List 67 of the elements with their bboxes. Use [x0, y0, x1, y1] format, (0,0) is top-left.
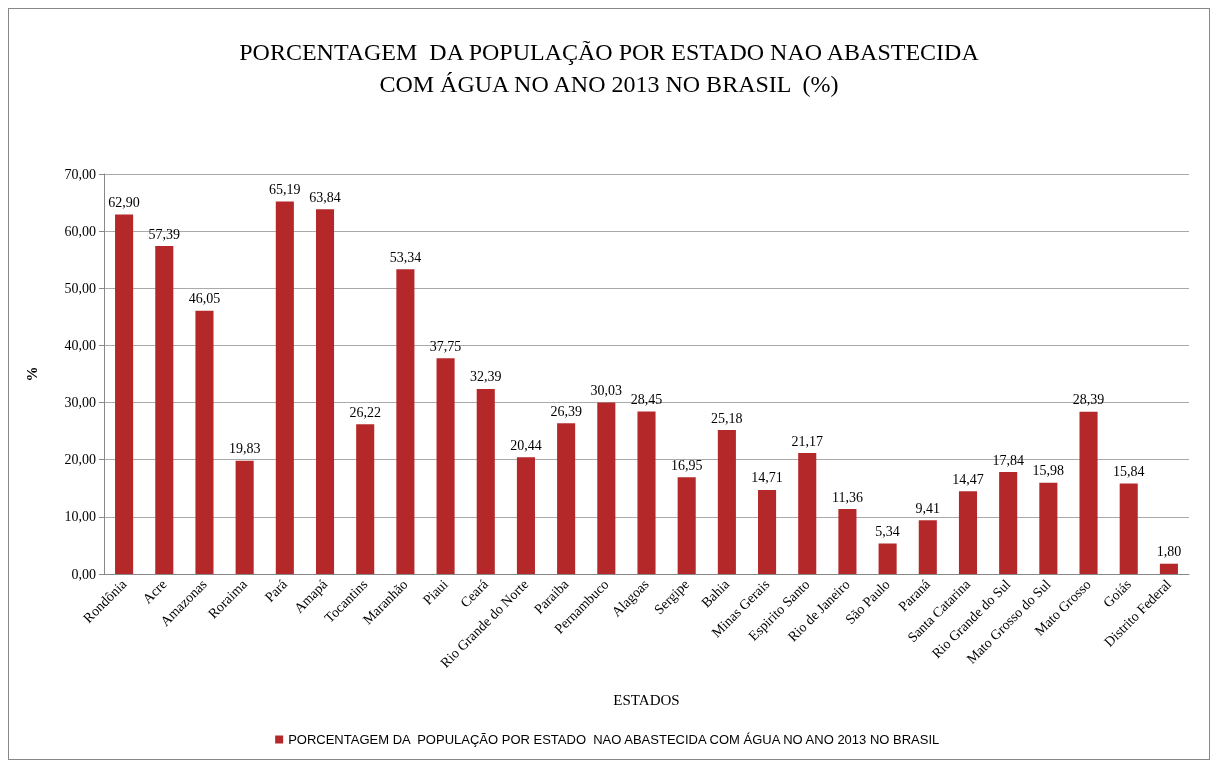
- bar: [557, 423, 576, 574]
- bar: [315, 209, 335, 574]
- bar: [1079, 411, 1098, 574]
- data-label: 57,39: [148, 226, 181, 242]
- bar: [195, 310, 214, 574]
- bar: [436, 358, 455, 574]
- data-label: 17,84: [992, 452, 1024, 468]
- data-label: 21,17: [791, 433, 823, 449]
- bar: [677, 477, 696, 574]
- data-label: 30,03: [590, 382, 623, 398]
- data-label: 16,95: [670, 457, 703, 473]
- bar: [798, 453, 817, 574]
- x-tick-label: Pará: [261, 576, 291, 605]
- data-label: 62,90: [108, 195, 140, 211]
- data-label: 1,80: [1156, 544, 1182, 560]
- data-label: 15,98: [1032, 463, 1065, 479]
- data-label: 63,84: [309, 189, 341, 205]
- data-label: 11,36: [831, 489, 863, 505]
- chart-title: PORCENTAGEM DA POPULAÇÃO POR ESTADO NAO ABASTECIDA COM ÁGUA NO ANO 2013 NO BRASIL (%): [239, 39, 980, 97]
- bar: [1159, 563, 1178, 574]
- data-label: 20,44: [510, 437, 542, 453]
- data-label: 9,41: [915, 500, 941, 516]
- data-label: 46,05: [188, 291, 221, 307]
- data-label: 53,34: [389, 249, 422, 265]
- y-tick-label: 0,00: [71, 566, 96, 582]
- data-label: 19,83: [228, 441, 261, 457]
- y-tick-label: 30,00: [64, 395, 96, 411]
- y-tick-label: 70,00: [64, 166, 96, 182]
- bar: [758, 489, 777, 574]
- bar: [717, 430, 736, 574]
- bar: [356, 424, 375, 574]
- bar: [396, 269, 415, 574]
- bar: [999, 472, 1018, 574]
- data-label: 26,39: [550, 403, 582, 419]
- bar: [1039, 482, 1058, 574]
- bar: [516, 457, 535, 574]
- y-tick-label: 50,00: [64, 280, 96, 296]
- y-tick-label: 10,00: [64, 509, 96, 525]
- data-label: 26,22: [349, 404, 381, 420]
- data-label: 25,18: [711, 410, 743, 426]
- x-axis-title: ESTADOS: [613, 691, 680, 708]
- data-label: 28,45: [630, 391, 663, 407]
- bar: [155, 246, 174, 574]
- y-axis-title: %: [23, 366, 40, 382]
- bar: [878, 543, 897, 574]
- bar: [597, 402, 616, 574]
- data-label: 15,84: [1112, 463, 1145, 479]
- data-label: 65,19: [269, 181, 301, 197]
- bar: [637, 411, 656, 574]
- bar: [115, 214, 134, 574]
- bar: [1119, 483, 1138, 574]
- y-tick-label: 40,00: [64, 337, 96, 353]
- legend-label: PORCENTAGEM DA POPULAÇÃO POR ESTADO NAO ABASTECIDA COM ÁGUA NO ANO 2013 NO BRASIL: [288, 732, 940, 747]
- bar: [476, 388, 495, 574]
- data-label: 14,47: [952, 471, 984, 487]
- bar: [958, 491, 978, 574]
- bar: [918, 520, 937, 574]
- bar: [235, 460, 254, 574]
- data-label: 28,39: [1072, 392, 1105, 408]
- bar: [838, 509, 857, 574]
- y-tick-label: 20,00: [64, 452, 96, 468]
- data-label: 32,39: [470, 369, 502, 385]
- y-tick-label: 60,00: [64, 223, 96, 239]
- data-label: 37,75: [429, 338, 462, 354]
- data-label: 5,34: [875, 523, 900, 539]
- data-label: 14,71: [751, 470, 783, 486]
- bar: [275, 201, 294, 574]
